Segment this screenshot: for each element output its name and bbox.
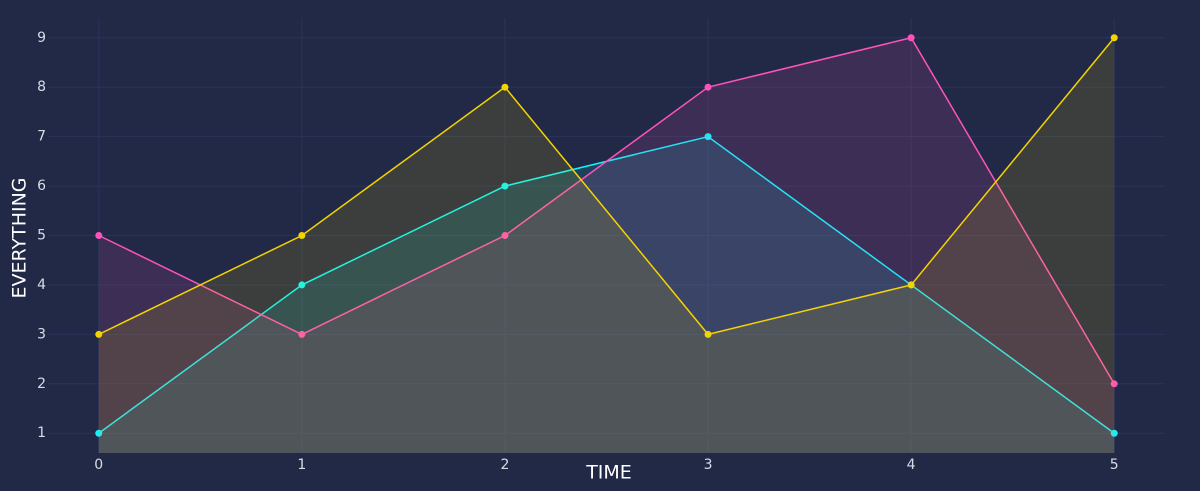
y-tick-label: 4 xyxy=(37,277,46,293)
y-tick-label: 5 xyxy=(37,228,46,244)
y-tick-label: 2 xyxy=(37,376,46,392)
marker xyxy=(907,34,915,42)
marker xyxy=(298,232,306,239)
marker xyxy=(704,133,712,141)
line xyxy=(98,36,1115,385)
marker xyxy=(501,83,509,91)
marker xyxy=(95,232,103,239)
y-tick-label: 6 xyxy=(37,178,46,194)
area xyxy=(98,37,1115,453)
marker xyxy=(298,330,306,338)
marker xyxy=(1110,380,1118,388)
x-axis-label: TIME xyxy=(585,462,632,484)
marker xyxy=(501,232,509,239)
y-tick-label: 3 xyxy=(37,326,46,342)
x-tick-label: 4 xyxy=(907,457,916,473)
y-axis-label: EVERYTHING xyxy=(9,177,31,298)
marker xyxy=(704,83,712,91)
x-tick-label: 3 xyxy=(704,457,713,473)
marker xyxy=(1110,34,1118,42)
marker xyxy=(298,281,306,289)
x-tick-label: 2 xyxy=(500,457,509,473)
x-tick-label: 1 xyxy=(297,457,306,473)
marker xyxy=(95,330,103,338)
marker xyxy=(907,281,915,289)
y-tick-label: 9 xyxy=(37,30,46,46)
y-tick-label: 1 xyxy=(37,425,46,441)
area xyxy=(98,136,1115,454)
x-tick-label: 5 xyxy=(1110,457,1119,473)
marker xyxy=(95,429,103,437)
y-tick-label: 8 xyxy=(37,79,46,95)
marker xyxy=(1110,429,1118,437)
y-tick-label: 7 xyxy=(37,129,46,145)
area xyxy=(98,37,1115,453)
x-tick-label: 0 xyxy=(94,457,103,473)
marker xyxy=(704,330,712,338)
marker xyxy=(501,182,509,190)
line xyxy=(98,37,1115,336)
